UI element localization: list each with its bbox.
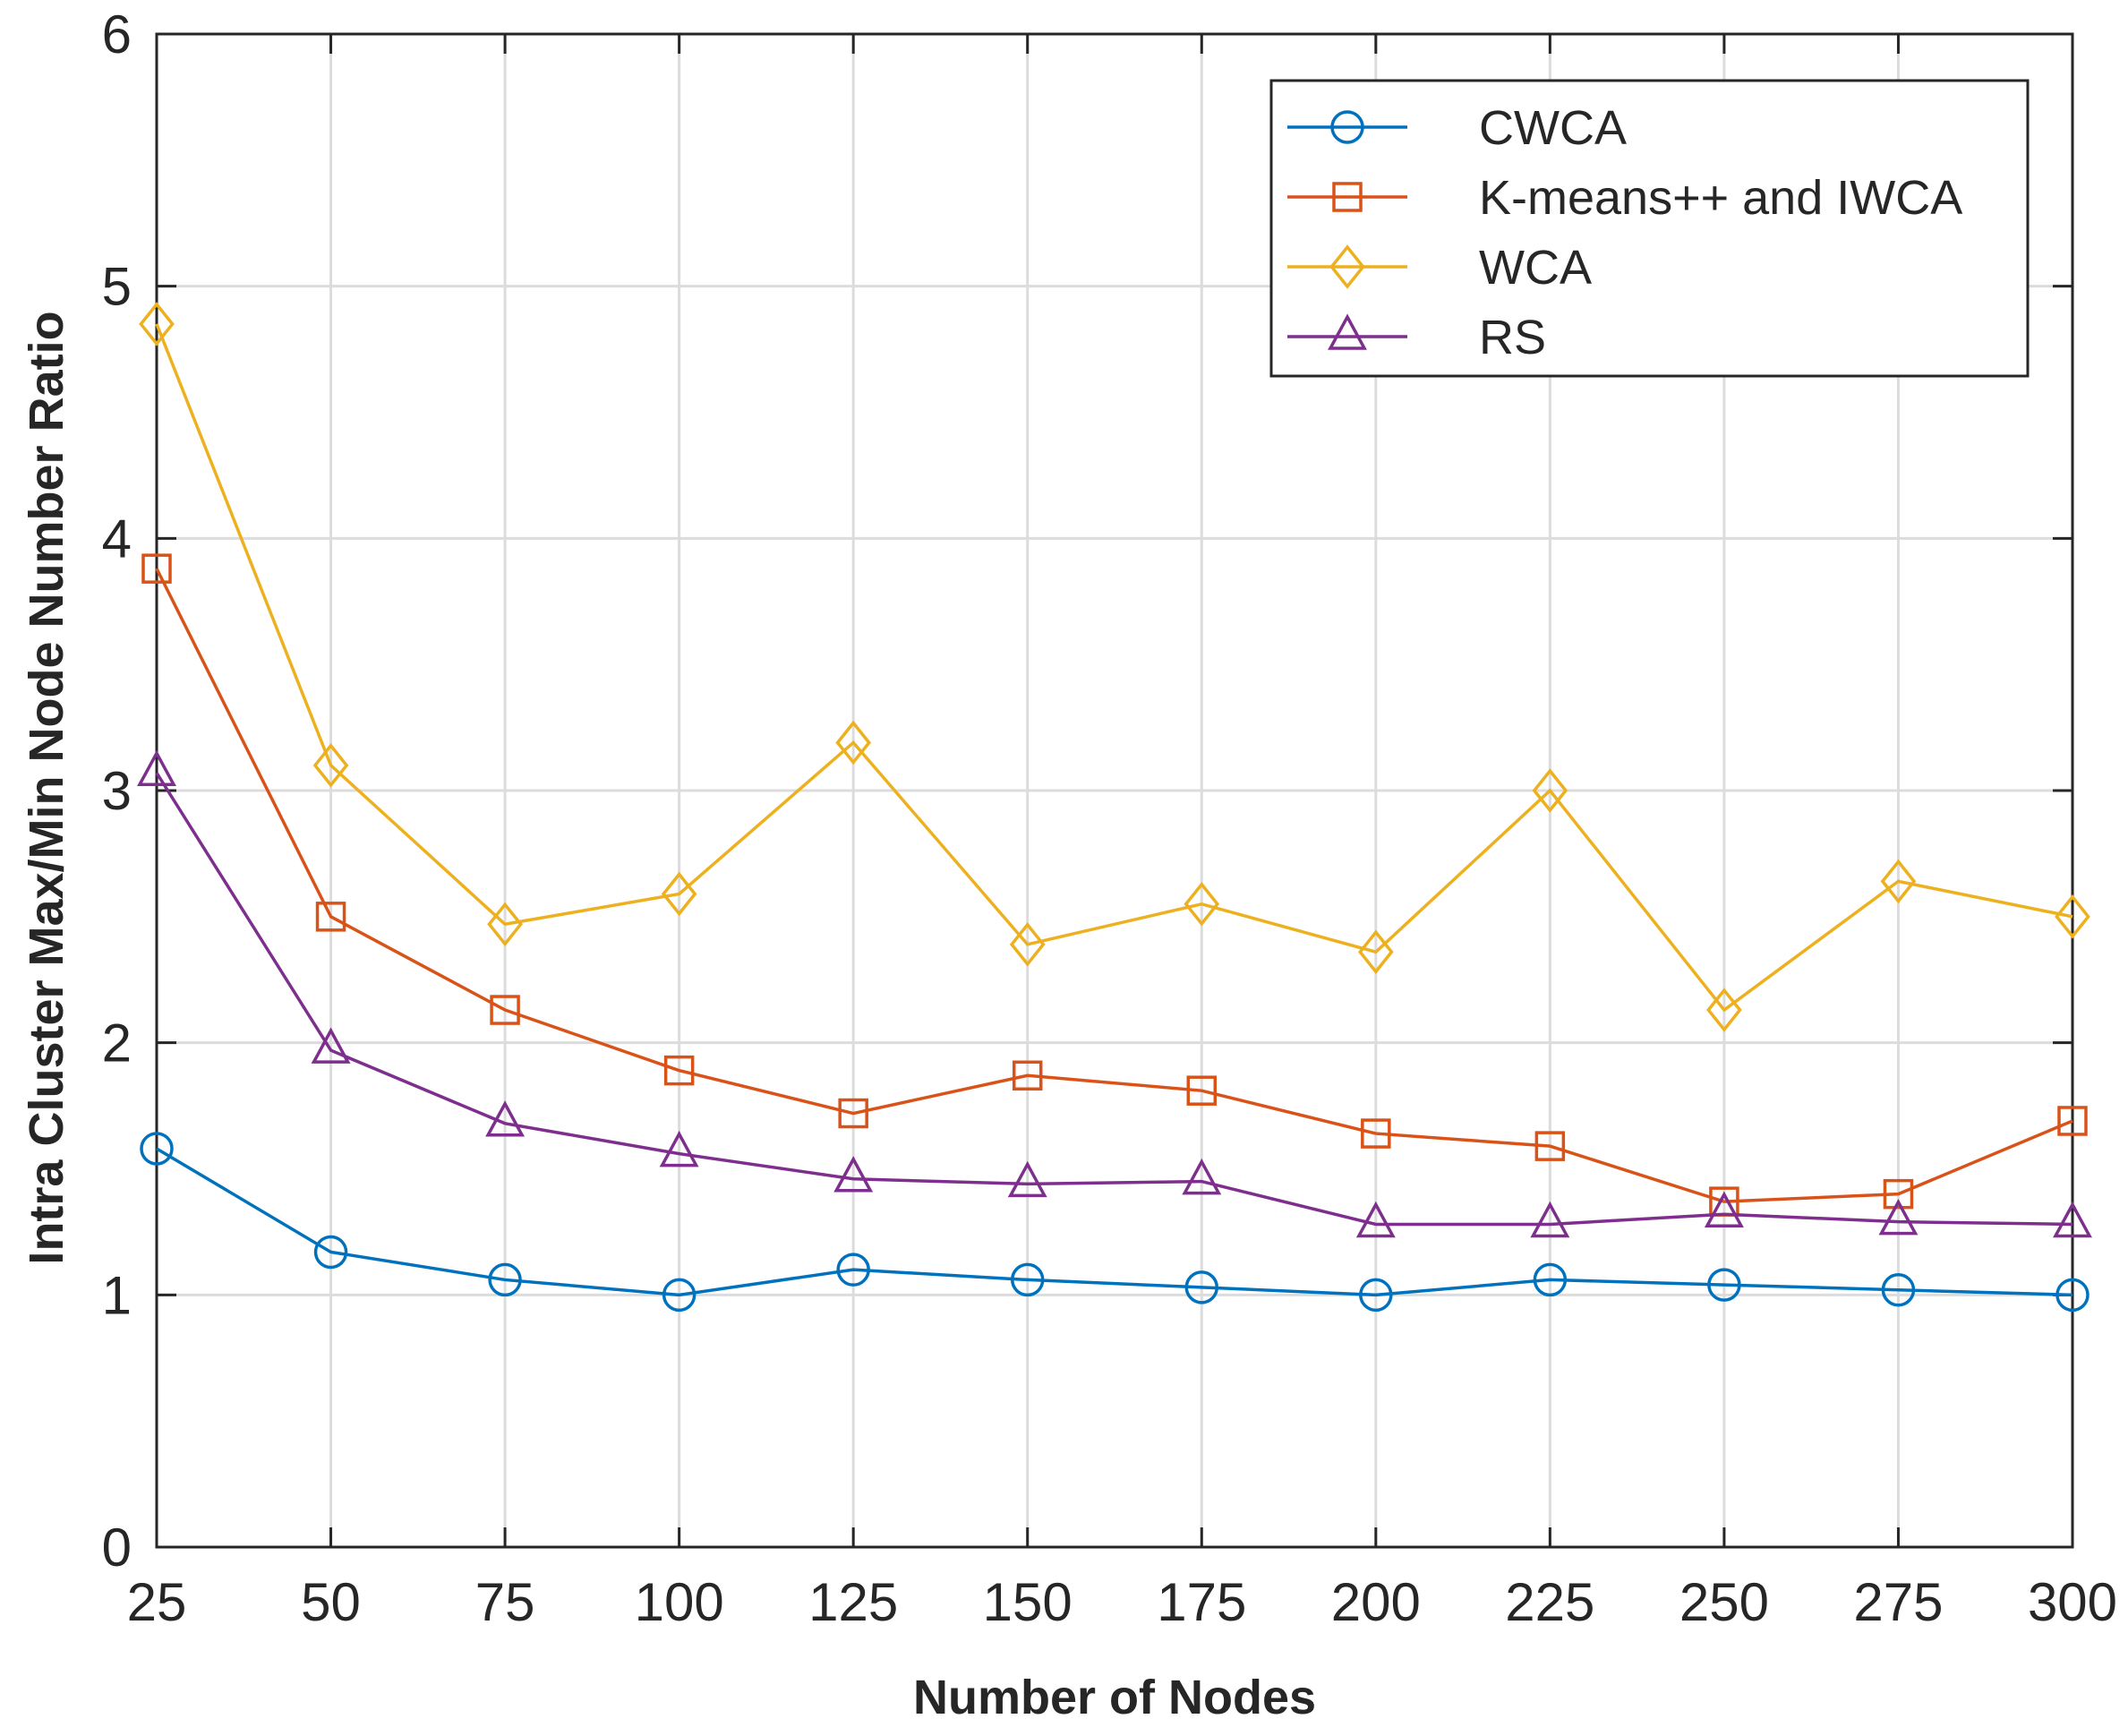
data-point-wca: WCA: (125, 3.19) bbox=[835, 720, 872, 765]
data-point-cwca: CWCA: (250, 1.04) bbox=[1707, 1268, 1741, 1302]
data-point-cwca: CWCA: (25, 1.58) bbox=[140, 1132, 174, 1166]
data-point-cwca: CWCA: (225, 1.06) bbox=[1533, 1262, 1568, 1297]
legend-item-wca: WCA bbox=[1287, 241, 1592, 295]
data-point-k-means-and-iwca: K-means++ and IWCA: (50, 2.5) bbox=[315, 902, 346, 932]
data-point-cwca: CWCA: (125, 1.1) bbox=[836, 1253, 870, 1287]
x-tick-label: 75 bbox=[475, 1572, 535, 1632]
legend-marker-cwca bbox=[1330, 110, 1364, 144]
data-point-rs: RS: (275, 1.29) bbox=[1878, 1198, 1919, 1236]
data-point-rs: RS: (175, 1.45) bbox=[1182, 1158, 1222, 1195]
y-tick-label: 3 bbox=[102, 761, 132, 821]
data-point-cwca: CWCA: (175, 1.03) bbox=[1184, 1270, 1219, 1304]
data-point-wca: WCA: (150, 2.39) bbox=[1009, 922, 1046, 967]
series-cwca: CWCA: (25, 1.58) CWCA: (50, 1.17) CWCA: (7… bbox=[140, 1132, 2090, 1313]
data-point-k-means-and-iwca: K-means++ and IWCA: (200, 1.64) bbox=[1361, 1118, 1391, 1149]
x-tick-label: 125 bbox=[808, 1572, 898, 1632]
x-tick-label: 200 bbox=[1331, 1572, 1421, 1632]
data-point-rs: RS: (300, 1.28) bbox=[2053, 1201, 2092, 1238]
data-point-rs: RS: (25, 3.07) bbox=[137, 749, 176, 787]
data-point-k-means-and-iwca: K-means++ and IWCA: (125, 1.72) bbox=[838, 1098, 868, 1129]
legend-item-rs: RS bbox=[1287, 311, 1546, 364]
legend-item-cwca: CWCA bbox=[1287, 101, 1627, 155]
tick-labels: 25 50 75 100 125 150 175 200 225 250 275 300 0 1 2 3 4 5 6 bbox=[102, 4, 2117, 1632]
data-point-cwca: CWCA: (100, 1) bbox=[662, 1278, 697, 1313]
data-point-k-means-and-iwca: K-means++ and IWCA: (25, 3.88) bbox=[141, 553, 172, 584]
data-point-wca: WCA: (100, 2.59) bbox=[661, 871, 697, 917]
data-point-rs: RS: (100, 1.56) bbox=[659, 1130, 699, 1167]
legend: CWCA K-means++ and IWCA WCA RS bbox=[1269, 79, 2030, 378]
data-point-cwca: CWCA: (300, 1) bbox=[2055, 1278, 2090, 1313]
data-point-wca: WCA: (200, 2.36) bbox=[1357, 929, 1394, 975]
legend-label-rs: RS bbox=[1479, 311, 1546, 364]
series-line-cwca bbox=[156, 1147, 2073, 1297]
y-tick-label: 1 bbox=[102, 1265, 132, 1325]
data-point-cwca: CWCA: (50, 1.17) bbox=[313, 1235, 348, 1270]
data-point-k-means-and-iwca: K-means++ and IWCA: (100, 1.89) bbox=[663, 1055, 695, 1086]
x-axis-label: Number of Nodes bbox=[913, 1671, 1316, 1724]
series-line-wca bbox=[155, 323, 2073, 1013]
data-point-k-means-and-iwca: K-means++ and IWCA: (225, 1.59) bbox=[1534, 1131, 1566, 1161]
data-point-cwca: CWCA: (150, 1.06) bbox=[1010, 1262, 1045, 1297]
x-tick-label: 100 bbox=[635, 1572, 724, 1632]
series-rs: RS: (25, 3.07) RS: (50, 1.97) RS: (75, 1.6… bbox=[137, 749, 2092, 1238]
y-axis-label: Intra Cluster Max/Min Node Number Ratio bbox=[20, 311, 73, 1264]
y-tick-label: 6 bbox=[102, 4, 132, 64]
data-point-wca: WCA: (75, 2.47) bbox=[487, 902, 523, 947]
series-k-means-and-iwca: K-means++ and IWCA: (25, 3.88) K-means++ … bbox=[141, 553, 2088, 1217]
series-layer: CWCA: (25, 1.58) CWCA: (50, 1.17) CWCA: (7… bbox=[137, 302, 2092, 1313]
x-tick-label: 150 bbox=[983, 1572, 1073, 1632]
x-tick-label: 300 bbox=[2028, 1572, 2117, 1632]
data-point-wca: WCA: (275, 2.64) bbox=[1880, 859, 1917, 904]
data-point-wca: WCA: (300, 2.5) bbox=[2055, 894, 2090, 939]
legend-label-cwca: CWCA bbox=[1479, 101, 1627, 155]
data-point-wca: WCA: (250, 2.13) bbox=[1706, 988, 1742, 1032]
legend-marker-wca bbox=[1329, 244, 1365, 289]
legend-label-k-means-and-iwca: K-means++ and IWCA bbox=[1479, 171, 1962, 225]
data-point-wca: WCA: (50, 3.1) bbox=[312, 743, 349, 788]
data-point-rs: RS: (200, 1.28) bbox=[1355, 1201, 1396, 1238]
data-point-wca: WCA: (25, 4.85) bbox=[139, 302, 175, 346]
data-point-rs: RS: (225, 1.28) bbox=[1530, 1201, 1570, 1238]
legend-label-wca: WCA bbox=[1479, 241, 1592, 295]
data-point-k-means-and-iwca: K-means++ and IWCA: (175, 1.81) bbox=[1186, 1075, 1218, 1106]
y-tick-label: 2 bbox=[102, 1013, 132, 1073]
data-point-rs: RS: (250, 1.32) bbox=[1704, 1191, 1744, 1227]
data-point-cwca: CWCA: (275, 1.02) bbox=[1881, 1272, 1916, 1307]
data-point-rs: RS: (50, 1.97) bbox=[311, 1027, 351, 1064]
legend-marker-k-means-and-iwca bbox=[1332, 182, 1363, 212]
data-point-cwca: CWCA: (200, 1) bbox=[1359, 1278, 1393, 1313]
x-tick-label: 50 bbox=[301, 1572, 361, 1632]
data-point-k-means-and-iwca: K-means++ and IWCA: (300, 1.69) bbox=[2057, 1106, 2088, 1136]
x-tick-label: 25 bbox=[127, 1572, 187, 1632]
x-tick-label: 250 bbox=[1679, 1572, 1769, 1632]
y-tick-label: 0 bbox=[102, 1518, 132, 1578]
data-point-cwca: CWCA: (75, 1.06) bbox=[488, 1262, 522, 1297]
x-tick-label: 275 bbox=[1853, 1572, 1943, 1632]
x-tick-label: 225 bbox=[1505, 1572, 1594, 1632]
y-tick-label: 5 bbox=[102, 257, 132, 317]
legend-marker-rs bbox=[1328, 313, 1367, 350]
series-wca: WCA: (25, 4.85) WCA: (50, 3.1) WCA: (75, 2… bbox=[139, 302, 2090, 1032]
data-point-k-means-and-iwca: K-means++ and IWCA: (150, 1.87) bbox=[1012, 1060, 1043, 1091]
legend-item-k-means-and-iwca: K-means++ and IWCA bbox=[1287, 171, 1962, 225]
series-line-rs bbox=[155, 772, 2073, 1227]
x-tick-label: 175 bbox=[1157, 1572, 1246, 1632]
data-point-k-means-and-iwca: K-means++ and IWCA: (75, 2.13) bbox=[490, 995, 520, 1025]
y-tick-label: 4 bbox=[102, 509, 132, 569]
data-point-rs: RS: (75, 1.68) bbox=[485, 1100, 526, 1137]
data-point-rs: RS: (150, 1.44) bbox=[1007, 1160, 1047, 1198]
data-point-k-means-and-iwca: K-means++ and IWCA: (275, 1.4) bbox=[1883, 1178, 1914, 1210]
series-line-k-means-and-iwca bbox=[155, 568, 2073, 1203]
legend-box bbox=[1269, 79, 2030, 378]
data-point-wca: WCA: (175, 2.55) bbox=[1184, 881, 1220, 927]
data-point-rs: RS: (125, 1.46) bbox=[833, 1156, 874, 1193]
data-point-wca: WCA: (225, 3) bbox=[1532, 768, 1568, 813]
